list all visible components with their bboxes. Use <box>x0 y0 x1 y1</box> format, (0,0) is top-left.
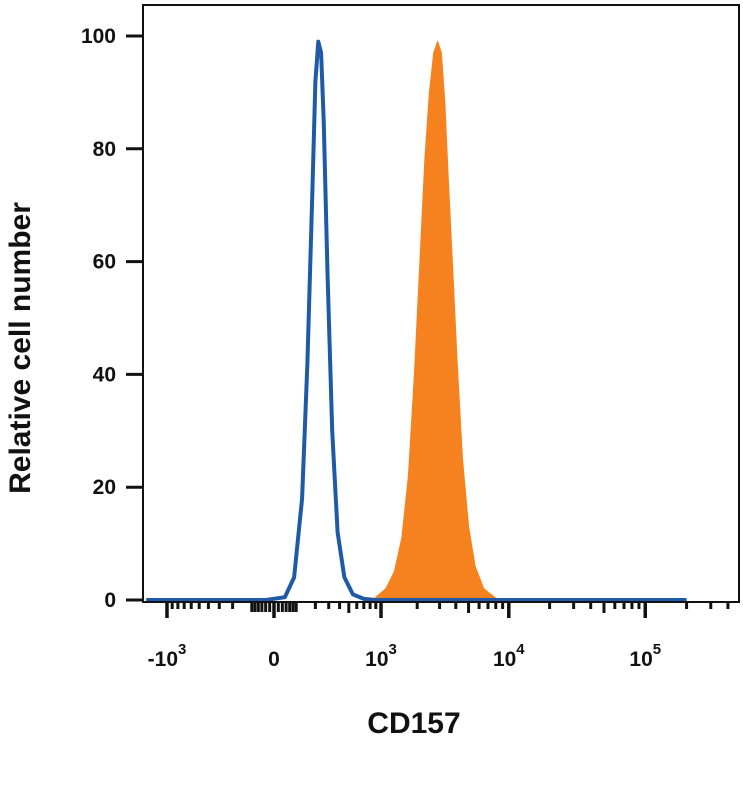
y-tick-label-40: 40 <box>93 363 116 386</box>
x-tick-label: 0 <box>268 648 280 671</box>
x-axis-title: CD157 <box>367 707 460 740</box>
series-1-line <box>146 39 687 602</box>
x-tick-label: 104 <box>493 641 525 671</box>
y-tick-label-80: 80 <box>93 138 116 161</box>
series-0-area <box>375 40 497 601</box>
x-tick-label: 105 <box>629 641 661 671</box>
x-tick-label: -103 <box>148 641 187 671</box>
y-axis-title: Relative cell number <box>4 202 37 494</box>
x-tick-label: 103 <box>365 641 397 671</box>
y-tick-label-0: 0 <box>104 589 116 612</box>
y-tick-label-100: 100 <box>81 25 116 48</box>
y-axis: 0 20 40 60 80 100 <box>81 25 143 612</box>
x-axis: -103 0 103 104 105 <box>148 602 730 671</box>
series-layer <box>146 39 687 602</box>
y-tick-label-20: 20 <box>93 476 116 499</box>
y-tick-label-60: 60 <box>93 251 116 274</box>
